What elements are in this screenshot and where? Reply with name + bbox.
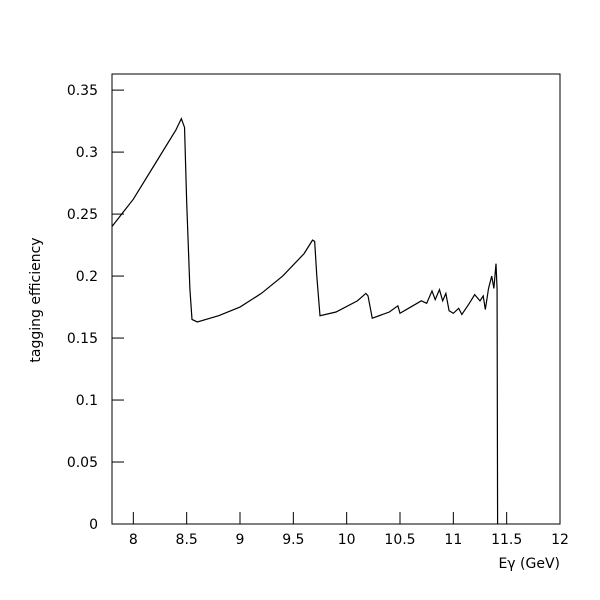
x-axis-label: Eγ (GeV) <box>498 556 560 572</box>
x-tick-label: 9 <box>236 532 245 548</box>
y-axis-label: tagging efficiency <box>28 237 44 362</box>
x-tick-label: 11.5 <box>491 532 522 548</box>
y-tick-label: 0 <box>89 517 98 533</box>
y-tick-label: 0.25 <box>67 207 98 223</box>
x-tick-label: 9.5 <box>282 532 304 548</box>
y-tick-label: 0.3 <box>76 145 98 161</box>
plot-frame <box>111 73 561 525</box>
data-line <box>111 117 499 525</box>
x-tick-label: 8.5 <box>176 532 198 548</box>
y-tick-label: 0.35 <box>67 83 98 99</box>
y-tick-label: 0.05 <box>67 455 98 471</box>
x-tick-label: 12 <box>551 532 569 548</box>
y-tick-label: 0.15 <box>67 331 98 347</box>
x-tick-label: 10 <box>338 532 356 548</box>
x-tick-label: 10.5 <box>384 532 415 548</box>
y-tick-label: 0.2 <box>76 269 98 285</box>
x-tick-label: 11 <box>444 532 462 548</box>
x-tick-label: 8 <box>129 532 138 548</box>
y-tick-label: 0.1 <box>76 393 98 409</box>
